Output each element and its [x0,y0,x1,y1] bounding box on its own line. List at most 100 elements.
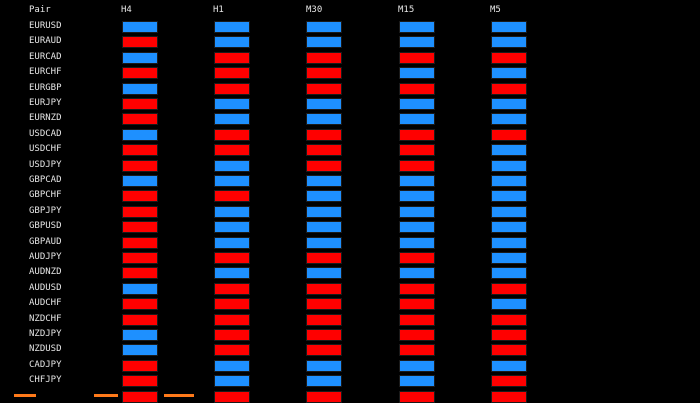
signal-cell-h4-red [122,144,158,156]
signal-cell-m30-blue [306,237,342,249]
signal-cell-m30-blue [306,36,342,48]
signal-cell-m5-blue [491,190,527,202]
signal-cell-m5-blue [491,221,527,233]
signal-cell-h4-blue [122,52,158,64]
header-m15: M15 [398,5,415,15]
signal-cell-m5-blue [491,267,527,279]
signal-cell-m15-blue [399,237,435,249]
signal-cell-m30-blue [306,190,342,202]
signal-cell-m15-blue [399,113,435,125]
signal-cell-m30-red [306,391,342,403]
signal-cell-m5-blue [491,21,527,33]
signal-cell-m15-red [399,129,435,141]
pair-label: USDJPY [29,160,62,170]
pair-label: EURUSD [29,21,62,31]
pair-label: EURNZD [29,113,62,123]
signal-cell-m30-red [306,298,342,310]
signal-cell-m15-red [399,391,435,403]
signal-cell-m5-red [491,391,527,403]
signal-cell-h1-red [214,252,250,264]
signal-cell-h1-blue [214,98,250,110]
signal-cell-m15-blue [399,206,435,218]
signal-cell-m15-blue [399,190,435,202]
signal-cell-m5-blue [491,98,527,110]
signal-cell-m15-blue [399,221,435,233]
signal-cell-m30-blue [306,175,342,187]
signal-cell-m15-blue [399,360,435,372]
signal-cell-m5-blue [491,360,527,372]
signal-cell-m15-red [399,252,435,264]
signal-cell-m30-red [306,129,342,141]
pair-label: AUDJPY [29,252,62,262]
pair-label: GBPCHF [29,190,62,200]
signal-cell-h4-red [122,98,158,110]
signal-cell-m5-blue [491,237,527,249]
signal-cell-h1-red [214,298,250,310]
signal-cell-m15-red [399,52,435,64]
signal-cell-h1-blue [214,360,250,372]
signal-cell-m15-red [399,298,435,310]
signal-cell-m5-red [491,283,527,295]
signal-cell-m15-blue [399,21,435,33]
pair-label: GBPJPY [29,206,62,216]
signal-cell-h1-blue [214,375,250,387]
pair-label: EURGBP [29,83,62,93]
pair-label: NZDUSD [29,344,62,354]
signal-cell-m30-blue [306,221,342,233]
signal-cell-m5-red [491,314,527,326]
signal-cell-h1-blue [214,221,250,233]
pair-label: EURAUD [29,36,62,46]
signal-cell-m30-blue [306,113,342,125]
signal-cell-m30-red [306,252,342,264]
signal-cell-h1-blue [214,160,250,172]
pair-label: NZDCHF [29,314,62,324]
signal-cell-m15-red [399,160,435,172]
signal-cell-m30-red [306,160,342,172]
signal-cell-m5-blue [491,36,527,48]
signal-cell-h1-red [214,314,250,326]
pair-label: NZDJPY [29,329,62,339]
signal-cell-h4-red [122,160,158,172]
signal-cell-h1-red [214,190,250,202]
signal-cell-h1-red [214,329,250,341]
signal-cell-m5-blue [491,252,527,264]
pair-label: GBPAUD [29,237,62,247]
signal-cell-m15-blue [399,267,435,279]
signal-cell-m30-blue [306,360,342,372]
signal-cell-h4-red [122,237,158,249]
signal-cell-h4-red [122,375,158,387]
signal-cell-m5-blue [491,160,527,172]
signal-cell-h4-red [122,221,158,233]
watermark-dash [14,394,36,397]
signal-cell-m5-blue [491,113,527,125]
signal-cell-m5-blue [491,206,527,218]
signal-cell-m5-red [491,344,527,356]
signal-cell-m15-blue [399,375,435,387]
signal-cell-h4-red [122,36,158,48]
signal-cell-h1-blue [214,267,250,279]
signal-cell-m5-red [491,52,527,64]
signal-cell-m30-blue [306,267,342,279]
signal-cell-h4-red [122,67,158,79]
signal-cell-h4-blue [122,344,158,356]
signal-cell-h1-red [214,129,250,141]
signal-cell-h1-red [214,52,250,64]
signal-cell-m30-blue [306,375,342,387]
signal-cell-m5-red [491,129,527,141]
signal-cell-m5-blue [491,144,527,156]
signal-cell-h1-red [214,144,250,156]
signal-cell-m30-blue [306,98,342,110]
header-pair: Pair [29,5,51,15]
signal-cell-m30-red [306,283,342,295]
signal-cell-h1-red [214,283,250,295]
pair-label: EURJPY [29,98,62,108]
signal-cell-h4-red [122,113,158,125]
signal-cell-m15-blue [399,98,435,110]
signal-cell-m30-blue [306,206,342,218]
signal-cell-h4-red [122,314,158,326]
signal-cell-h1-red [214,83,250,95]
signal-cell-m15-red [399,344,435,356]
signal-cell-m15-blue [399,36,435,48]
signal-cell-m5-red [491,375,527,387]
pair-label: AUDCHF [29,298,62,308]
